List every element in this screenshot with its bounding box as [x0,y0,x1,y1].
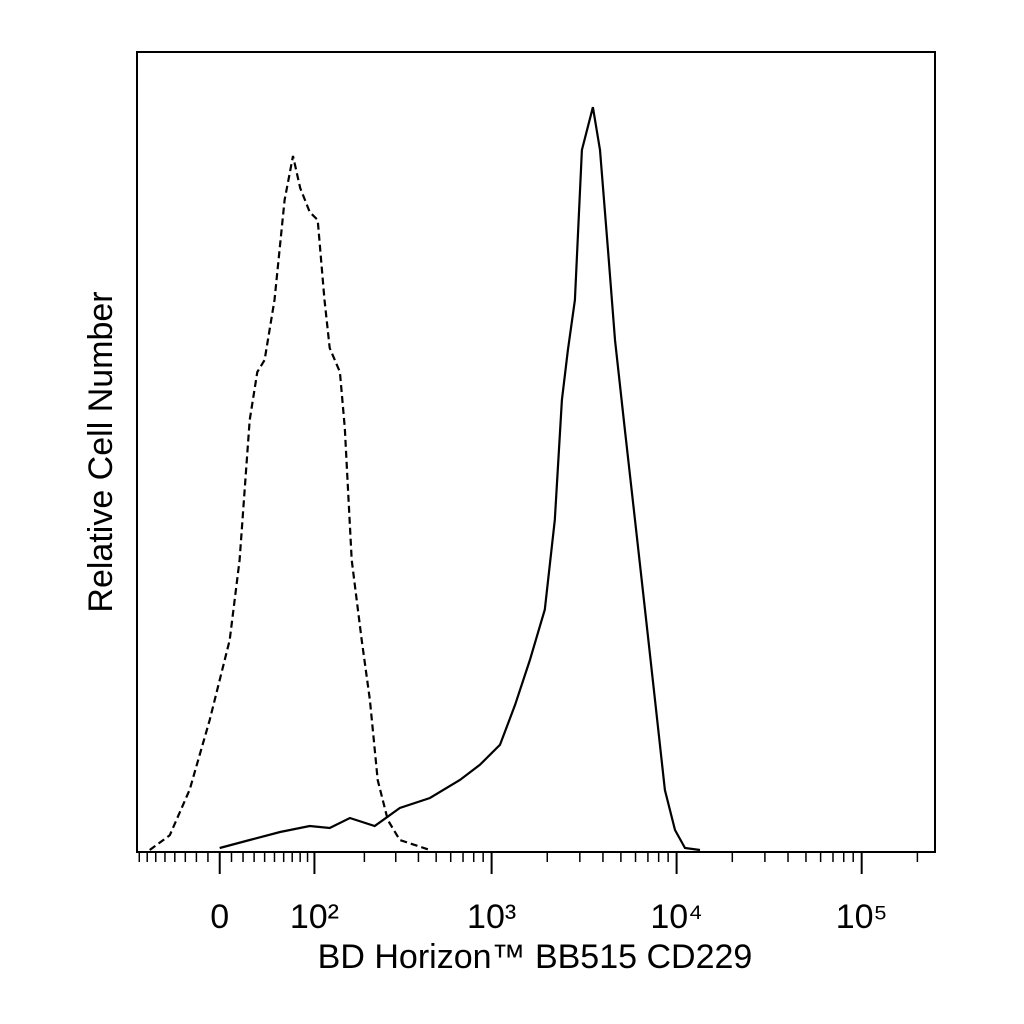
x-tick-label: 10² [290,898,339,936]
plot-frame [136,51,936,853]
x-tick-label: 10⁵ [836,898,888,936]
series-line [149,155,431,852]
series-line [219,106,701,852]
x-tick-label: 0 [210,898,229,936]
y-axis-label: Relative Cell Number [82,291,120,612]
x-tick-label: 10³ [467,898,516,936]
x-axis-label: BD Horizon™ BB515 CD229 [318,938,753,976]
x-tick-label: 10⁴ [650,898,702,936]
